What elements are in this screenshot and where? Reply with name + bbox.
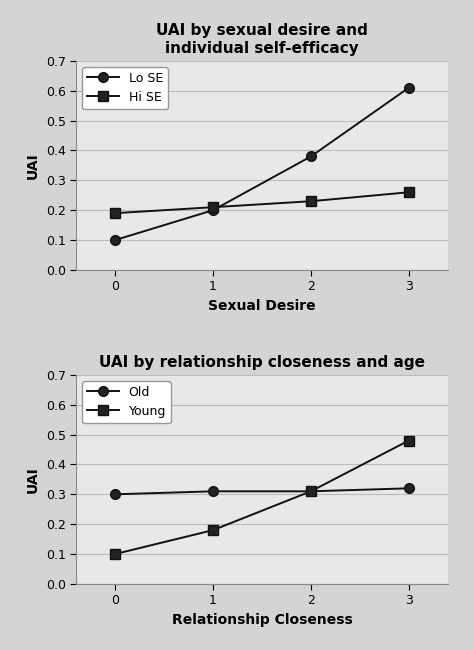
Young: [406, 437, 411, 445]
Legend: Old, Young: Old, Young: [82, 381, 171, 423]
Lo SE: [210, 206, 216, 214]
Hi SE: [210, 203, 216, 211]
Legend: Lo SE, Hi SE: Lo SE, Hi SE: [82, 67, 168, 109]
Hi SE: [308, 198, 314, 205]
Y-axis label: UAI: UAI: [26, 152, 40, 179]
Title: UAI by sexual desire and
individual self-efficacy: UAI by sexual desire and individual self…: [156, 23, 368, 55]
Title: UAI by relationship closeness and age: UAI by relationship closeness and age: [99, 354, 425, 370]
Young: [210, 526, 216, 534]
Line: Young: Young: [110, 436, 414, 559]
Y-axis label: UAI: UAI: [26, 466, 40, 493]
X-axis label: Sexual Desire: Sexual Desire: [208, 299, 316, 313]
Lo SE: [112, 236, 118, 244]
Young: [112, 550, 118, 558]
Line: Lo SE: Lo SE: [110, 83, 414, 245]
Lo SE: [308, 153, 314, 161]
Line: Old: Old: [110, 484, 414, 499]
Old: [210, 488, 216, 495]
Young: [308, 488, 314, 495]
Old: [308, 488, 314, 495]
Lo SE: [406, 84, 411, 92]
Old: [112, 490, 118, 498]
Hi SE: [112, 209, 118, 217]
Hi SE: [406, 188, 411, 196]
X-axis label: Relationship Closeness: Relationship Closeness: [172, 613, 352, 627]
Line: Hi SE: Hi SE: [110, 187, 414, 218]
Old: [406, 484, 411, 492]
